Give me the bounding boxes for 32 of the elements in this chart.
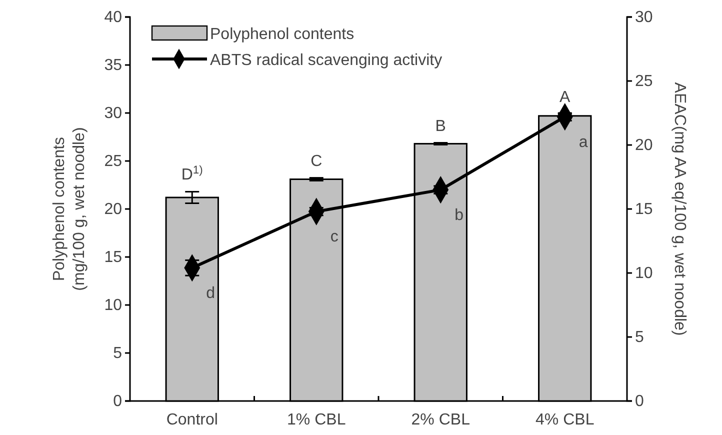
- annotation: D$^{1)}$: [181, 164, 204, 184]
- y2-axis-title: AEAC(mg AA eq/100 g, wet noodle): [671, 82, 688, 336]
- legend-label: ABTS radical scavenging activity: [210, 52, 442, 69]
- y2-tick-label: 25: [635, 73, 653, 90]
- x-tick-label: Control: [166, 411, 218, 428]
- annotation: b: [454, 206, 464, 224]
- x-tick-label: 1% CBL: [287, 411, 346, 428]
- annotation: d: [206, 284, 216, 302]
- y-tick-label: 25: [104, 153, 122, 170]
- y2-tick-label: 30: [635, 9, 653, 26]
- y-tick-label: 0: [113, 393, 122, 410]
- y-tick-label: 5: [113, 345, 122, 362]
- annotation: A: [560, 88, 571, 106]
- x-tick-label: 4% CBL: [536, 411, 594, 428]
- y-tick-label: 35: [104, 57, 122, 74]
- y-axis-title: Polyphenol contents (mg/100 g, wet noodle): [51, 127, 88, 291]
- y2-tick-label: 5: [635, 329, 644, 346]
- y-tick-label: 40: [104, 9, 122, 26]
- x-tick-label: 2% CBL: [411, 411, 470, 428]
- y-tick-label: 15: [104, 249, 122, 266]
- y-tick-label: 10: [104, 297, 122, 314]
- annotation: B: [435, 118, 446, 135]
- y2-tick-label: 0: [635, 393, 644, 410]
- y2-tick-label: 15: [635, 201, 653, 218]
- annotation: a: [578, 134, 588, 151]
- y-tick-label: 30: [104, 105, 122, 122]
- legend-label: Polyphenol contents: [210, 26, 354, 43]
- annotation: c: [330, 228, 338, 246]
- annotation: C: [310, 152, 322, 170]
- y2-tick-label: 20: [635, 137, 653, 154]
- y2-tick-label: 10: [635, 265, 653, 282]
- y-tick-label: 20: [104, 201, 122, 218]
